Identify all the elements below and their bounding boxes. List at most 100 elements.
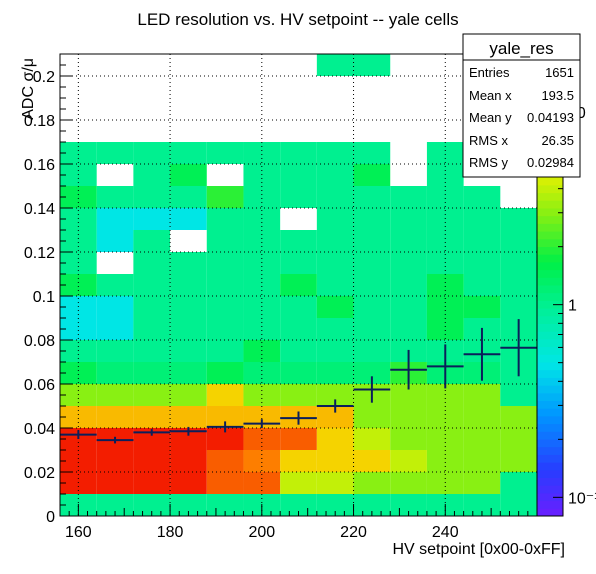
- heatmap-cell: [500, 472, 537, 494]
- heatmap-cell: [96, 318, 134, 340]
- heatmap-cell: [243, 362, 281, 384]
- color-scale-band: [537, 292, 563, 301]
- heatmap-cell: [243, 318, 281, 340]
- heatmap-cell: [390, 318, 427, 340]
- stats-entries-value: 1651: [545, 65, 574, 80]
- stats-rmsy-value: 0.02984: [527, 155, 574, 170]
- heatmap-cell: [500, 406, 537, 428]
- heatmap-cell: [206, 274, 244, 296]
- heatmap-cell: [280, 318, 317, 340]
- heatmap-cell: [96, 450, 134, 472]
- heatmap-cell: [133, 142, 171, 164]
- profile-point: [426, 344, 464, 389]
- heatmap-cell: [316, 450, 354, 472]
- heatmap-cell: [500, 384, 537, 406]
- heatmap-cell: [206, 428, 244, 450]
- color-scale-band: [537, 315, 563, 324]
- stats-box-title: yale_res: [489, 39, 553, 58]
- color-scale-band: [537, 269, 563, 278]
- color-scale-band: [537, 423, 563, 432]
- heatmap-cell: [243, 142, 281, 164]
- profile-point: [280, 411, 317, 425]
- profile-point: [500, 319, 537, 377]
- heatmap-cell: [280, 340, 317, 362]
- heatmap-cell: [280, 428, 317, 450]
- y-tick-label: 0.18: [24, 113, 55, 130]
- heatmap-cell: [280, 186, 317, 208]
- heatmap-cell: [280, 296, 317, 318]
- heatmap-cell: [463, 472, 501, 494]
- heatmap-cell: [170, 164, 207, 186]
- color-scale-band: [537, 323, 563, 332]
- heatmap-cell: [243, 186, 281, 208]
- heatmap-cell: [500, 450, 537, 472]
- color-scale-band: [537, 223, 563, 232]
- color-scale-band: [537, 238, 563, 247]
- heatmap-cell: [133, 186, 171, 208]
- heatmap-cell: [353, 186, 391, 208]
- heatmap-cell: [280, 362, 317, 384]
- heatmap-cell: [60, 230, 97, 252]
- x-axis-label: HV setpoint [0x00-0xFF]: [392, 541, 565, 558]
- heatmap-cell: [96, 362, 134, 384]
- profile-point: [353, 376, 391, 403]
- heatmap-cell: [170, 274, 207, 296]
- heatmap-cell: [463, 186, 501, 208]
- y-tick-label: 0: [46, 509, 55, 526]
- heatmap-cell: [353, 340, 391, 362]
- heatmap-cell: [426, 142, 464, 164]
- heatmap-cell: [316, 428, 354, 450]
- heatmap-cell: [353, 54, 391, 76]
- heatmap-cell: [133, 252, 171, 274]
- heatmap-cell: [206, 450, 244, 472]
- heatmap-cell: [390, 296, 427, 318]
- x-tick-label: 220: [340, 524, 367, 541]
- color-scale-band: [537, 346, 563, 355]
- profile-point: [390, 349, 427, 390]
- x-tick-label: 200: [248, 524, 275, 541]
- color-scale-band: [537, 462, 563, 471]
- heatmap-cell: [96, 472, 134, 494]
- heatmap-cell: [96, 340, 134, 362]
- color-scale-band: [537, 377, 563, 386]
- heatmap-cell: [243, 450, 281, 472]
- profile-point: [60, 430, 97, 439]
- heatmap-cell: [96, 230, 134, 252]
- y-tick-label: 0.16: [24, 157, 55, 174]
- stats-meanx-label: Mean x: [469, 88, 512, 103]
- heatmap-cell: [206, 252, 244, 274]
- heatmap-cell: [96, 406, 134, 428]
- heatmap-cell: [353, 142, 391, 164]
- color-scale-band: [537, 492, 563, 502]
- heatmap-cell: [353, 252, 391, 274]
- profile-point: [170, 426, 207, 436]
- profile-point: [243, 419, 281, 428]
- heatmap-cell: [60, 186, 97, 208]
- heatmap-cell: [96, 384, 134, 406]
- y-tick-label: 0.2: [33, 69, 55, 86]
- heatmap-cell: [60, 362, 97, 384]
- heatmap-cell: [170, 186, 207, 208]
- color-scale-band: [537, 508, 563, 517]
- profile-point: [206, 421, 244, 433]
- heatmap-cell: [353, 472, 391, 494]
- y-tick-label: 0.12: [24, 245, 55, 262]
- heatmap-cell: [426, 318, 464, 340]
- heatmap-cell: [426, 450, 464, 472]
- color-scale-band: [537, 308, 563, 317]
- heatmap-cell: [206, 362, 244, 384]
- color-scale-band: [537, 277, 563, 286]
- heatmap-cell: [463, 230, 501, 252]
- x-tick-label: 240: [432, 524, 459, 541]
- color-scale-band: [537, 246, 563, 255]
- heatmap-cell: [316, 142, 354, 164]
- color-scale-band: [537, 446, 563, 455]
- axes: 160 180 200 220 240 0 0.02 0.04 0.06 0.08 0.1 0.12 0…: [24, 53, 538, 541]
- heatmap-cell: [463, 428, 501, 450]
- heatmap-cell: [390, 230, 427, 252]
- heatmap-cell: [463, 208, 501, 230]
- heatmap-cell: [353, 318, 391, 340]
- y-tick-label: 0.08: [24, 333, 55, 350]
- heatmap-cell: [353, 450, 391, 472]
